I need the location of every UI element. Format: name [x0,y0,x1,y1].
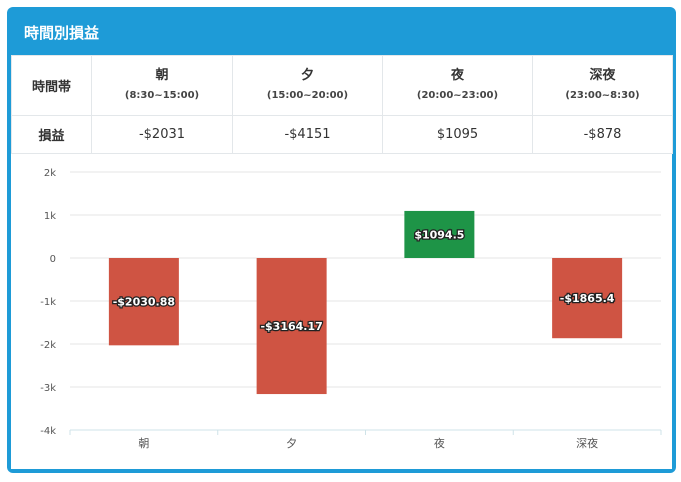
x-tick-label: 深夜 [576,436,598,450]
column-range: (8:30~15:00) [124,89,200,101]
value-late-night: -$878 [532,115,673,154]
y-tick-label: 2k [44,168,56,179]
column-name: 夜 [450,67,464,83]
column-range: (20:00~23:00) [416,89,499,101]
row-header-pnl: 損益 [11,115,92,154]
table-header-row: 時間帯 朝 (8:30~15:00) 夕 (15:00~20:00) 夜 (20… [11,55,673,116]
bar-data-label: -$2030.88 [113,296,175,309]
bar-data-label: -$1865.4 [560,292,615,305]
column-range: (23:00~8:30) [565,89,640,101]
pnl-by-time-panel: 時間別損益 時間帯 朝 (8:30~15:00) 夕 (15:00~20:00) [7,7,676,473]
y-tick-label: 1k [44,211,56,222]
row-header-time: 時間帯 [11,55,92,116]
y-tick-label: -3k [40,383,56,394]
column-header-morning: 朝 (8:30~15:00) [91,55,233,116]
chart-svg: 2k 1k 0 -1k -2k -3k -4k -$2030.88 朝 -$3164.17 夕 $10… [40,168,662,450]
column-header-night: 夜 (20:00~23:00) [382,55,533,116]
y-tick-label: -1k [40,297,56,308]
bar [404,210,475,258]
bar-data-label: $1094.5 [414,228,464,241]
column-name: 深夜 [589,67,616,83]
value-morning: -$2031 [91,115,233,154]
column-name: 夕 [300,67,314,83]
summary-table: 時間帯 朝 (8:30~15:00) 夕 (15:00~20:00) 夜 (20… [11,55,673,154]
column-header-evening: 夕 (15:00~20:00) [232,55,383,116]
y-tick-label: -4k [40,426,56,437]
column-header-late-night: 深夜 (23:00~8:30) [532,55,673,116]
bar [256,258,327,395]
x-tick-label: 朝 [138,437,149,450]
table-value-row: 損益 -$2031 -$4151 $1095 -$878 [11,115,673,154]
value-night: $1095 [382,115,533,154]
panel-body: 時間帯 朝 (8:30~15:00) 夕 (15:00~20:00) 夜 (20… [11,55,673,469]
column-name: 朝 [155,67,169,83]
bar [552,258,623,339]
bar-data-label: -$3164.17 [260,320,322,333]
panel-title: 時間別損益 [24,24,100,42]
y-tick-label: 0 [50,254,56,265]
value-evening: -$4151 [232,115,383,154]
pnl-bar-chart: 2k 1k 0 -1k -2k -3k -4k -$2030.88 朝 -$3164.17 夕 $10… [11,153,672,469]
x-tick-label: 夜 [434,436,445,450]
bar [108,258,179,346]
y-tick-label: -2k [40,340,56,351]
column-range: (15:00~20:00) [266,89,349,101]
x-tick-label: 夕 [286,437,297,450]
